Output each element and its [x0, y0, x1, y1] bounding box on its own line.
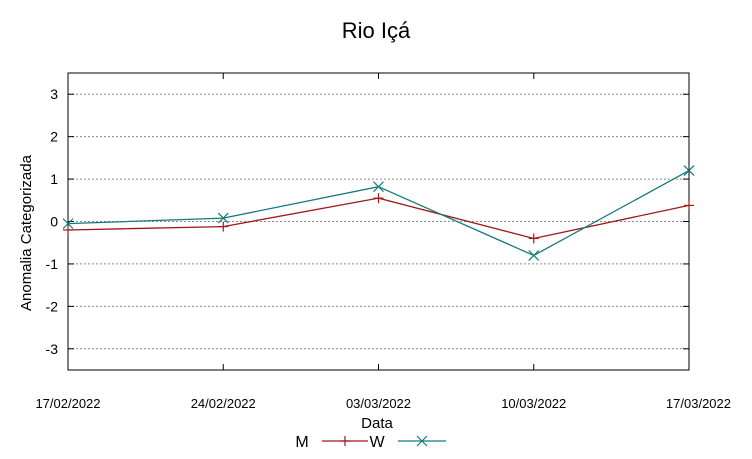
- data-point-m: [373, 193, 384, 204]
- data-point-m: [684, 200, 694, 211]
- x-tick-label: 17/02/2022: [35, 396, 100, 411]
- y-tick-label: 2: [50, 129, 58, 145]
- x-tick-label: 17/03/2022: [666, 396, 731, 411]
- series-line-w: [67, 170, 690, 257]
- y-tick-layer: 3 2 1 0 -1 -2 -3: [46, 86, 689, 357]
- y-tick-label: -1: [46, 256, 59, 272]
- x-tick-label: 03/03/2022: [346, 396, 411, 411]
- data-point-m: [528, 233, 539, 244]
- x-axis-label: Data: [361, 415, 393, 432]
- legend-marker-m: [340, 436, 350, 446]
- y-tick-label: -2: [46, 298, 59, 314]
- data-point-w: [683, 165, 695, 177]
- series-layer: [62, 165, 695, 261]
- data-point-w: [373, 181, 384, 193]
- chart-title: Rio Içá: [342, 18, 411, 43]
- data-point-w: [62, 218, 74, 230]
- series-line-m: [67, 197, 690, 240]
- data-point-w: [217, 212, 229, 224]
- x-tick-label: 24/02/2022: [191, 396, 256, 411]
- data-point-m: [218, 221, 229, 232]
- y-tick-label: 0: [50, 214, 58, 230]
- x-tick-layer: 17/02/2022 24/02/2022 03/03/2022 10/03/2022…: [35, 73, 731, 411]
- y-axis-label: Anomalia Categorizada: [18, 154, 35, 311]
- grid-layer: [68, 93, 689, 350]
- y-tick-label: 1: [50, 171, 58, 187]
- data-point-w: [528, 250, 540, 261]
- x-tick-label: 10/03/2022: [501, 396, 566, 411]
- data-point-m: [63, 224, 73, 235]
- legend-label-m: M: [295, 434, 308, 451]
- legend-label-w: W: [369, 434, 385, 451]
- y-tick-label: 3: [50, 86, 58, 102]
- y-tick-label: -3: [46, 341, 59, 357]
- legend-marker-w: [416, 435, 428, 447]
